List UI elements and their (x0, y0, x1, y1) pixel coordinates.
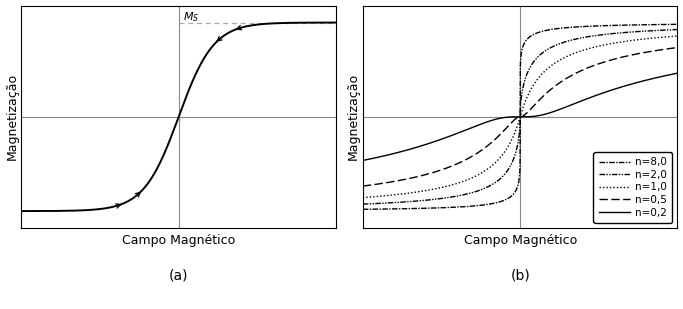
Y-axis label: Magnetização: Magnetização (5, 73, 18, 160)
n=8,0 (413, 207, 421, 210)
Y-axis label: Magnetização: Magnetização (347, 73, 360, 160)
Text: $M_S$: $M_S$ (183, 10, 199, 24)
n=8,0 (667, 23, 675, 26)
Line: n=1,0: n=1,0 (363, 36, 678, 198)
n=0,2 (395, 150, 403, 154)
n=2,0 (479, 187, 488, 191)
n=1,0 (667, 35, 675, 38)
n=8,0 (479, 203, 488, 207)
n=8,0 (493, 201, 501, 205)
n=0,2 (667, 73, 675, 76)
n=0,5 (667, 46, 675, 50)
n=1,0 (395, 193, 403, 196)
n=0,5 (479, 147, 488, 151)
n=0,5 (493, 136, 501, 139)
Text: (a): (a) (169, 268, 189, 282)
n=0,5 (359, 184, 367, 188)
n=0,5 (395, 179, 403, 182)
n=0,2 (359, 159, 367, 162)
n=0,5 (673, 46, 682, 49)
X-axis label: Campo Magnético: Campo Magnético (464, 234, 576, 247)
n=0,2 (633, 81, 641, 84)
n=2,0 (673, 28, 682, 32)
n=2,0 (633, 30, 641, 33)
n=0,5 (633, 52, 641, 56)
n=8,0 (673, 23, 682, 26)
n=2,0 (413, 199, 421, 203)
n=8,0 (359, 207, 367, 211)
n=1,0 (633, 38, 641, 42)
n=1,0 (359, 196, 367, 200)
n=1,0 (413, 190, 421, 194)
n=8,0 (633, 23, 641, 27)
Legend: n=8,0, n=2,0, n=1,0, n=0,5, n=0,2: n=8,0, n=2,0, n=1,0, n=0,5, n=0,2 (594, 152, 672, 223)
n=1,0 (673, 34, 682, 38)
n=2,0 (359, 202, 367, 206)
Line: n=8,0: n=8,0 (363, 24, 678, 209)
n=2,0 (395, 201, 403, 204)
Line: n=0,5: n=0,5 (363, 48, 678, 186)
Line: n=0,2: n=0,2 (363, 73, 678, 160)
n=0,2 (673, 71, 682, 75)
n=1,0 (493, 159, 501, 163)
n=0,2 (413, 145, 421, 149)
n=2,0 (493, 180, 501, 183)
Line: n=2,0: n=2,0 (363, 30, 678, 204)
n=8,0 (395, 207, 403, 211)
Text: (b): (b) (510, 268, 530, 282)
n=1,0 (479, 170, 488, 174)
n=0,5 (413, 175, 421, 179)
n=0,2 (479, 121, 488, 125)
n=0,2 (493, 117, 501, 121)
X-axis label: Campo Magnético: Campo Magnético (122, 234, 235, 247)
n=2,0 (667, 28, 675, 32)
